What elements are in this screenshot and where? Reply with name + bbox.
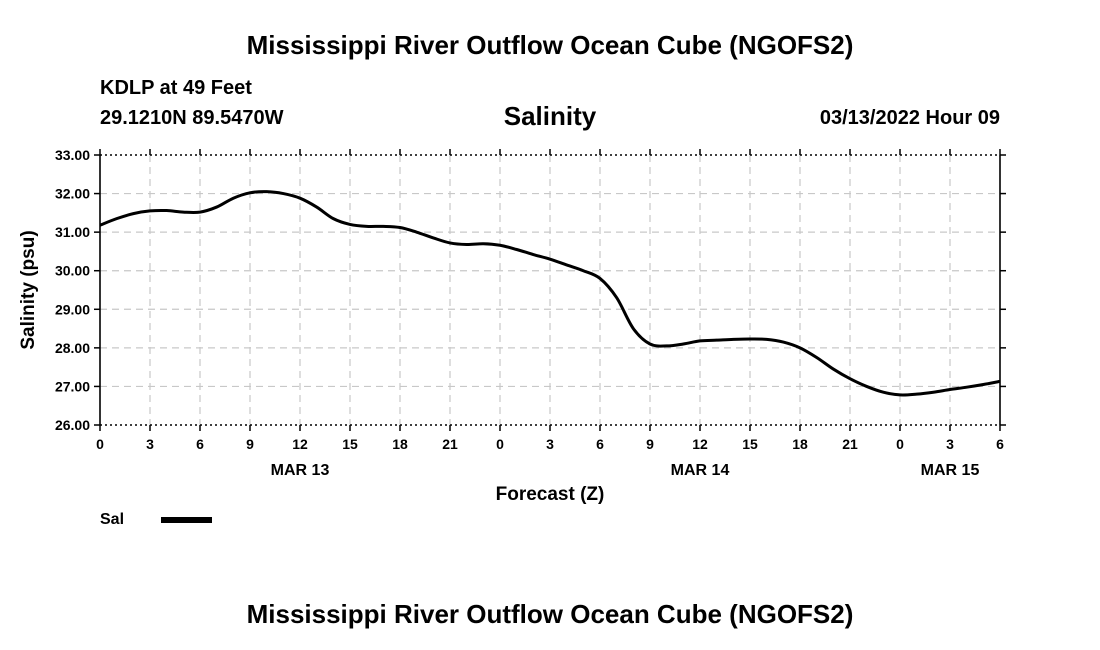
- x-tick-label: 21: [442, 436, 458, 452]
- x-tick-label: 15: [342, 436, 358, 452]
- x-tick-label: 6: [196, 436, 204, 452]
- y-tick-label: 26.00: [55, 417, 90, 433]
- day-label: MAR 14: [671, 462, 730, 479]
- x-tick-label: 18: [392, 436, 408, 452]
- legend-label: Sal: [100, 511, 125, 528]
- x-tick-label: 12: [692, 436, 708, 452]
- x-tick-label: 12: [292, 436, 308, 452]
- x-tick-label: 3: [546, 436, 554, 452]
- chart-title: Salinity: [503, 101, 597, 131]
- y-tick-label: 31.00: [55, 224, 90, 240]
- forecast-date-label: 03/13/2022 Hour 09: [819, 107, 1000, 129]
- station-label: KDLP at 49 Feet: [100, 77, 252, 99]
- y-tick-label: 32.00: [55, 186, 90, 202]
- x-tick-label: 9: [646, 436, 654, 452]
- x-tick-label: 0: [96, 436, 104, 452]
- day-label: MAR 13: [271, 462, 330, 479]
- footer-title: Mississippi River Outflow Ocean Cube (NG…: [246, 599, 854, 629]
- x-tick-label: 0: [896, 436, 904, 452]
- x-axis-title: Forecast (Z): [496, 484, 605, 505]
- day-label: MAR 15: [921, 462, 980, 479]
- x-tick-label: 9: [246, 436, 254, 452]
- x-tick-label: 6: [996, 436, 1004, 452]
- x-tick-label: 3: [146, 436, 154, 452]
- coordinates-label: 29.1210N 89.5470W: [100, 107, 284, 129]
- y-tick-label: 28.00: [55, 340, 90, 356]
- page-title: Mississippi River Outflow Ocean Cube (NG…: [246, 30, 854, 60]
- y-tick-label: 27.00: [55, 378, 90, 394]
- x-tick-label: 6: [596, 436, 604, 452]
- x-tick-label: 15: [742, 436, 758, 452]
- y-tick-label: 33.00: [55, 147, 90, 163]
- y-tick-label: 30.00: [55, 263, 90, 279]
- y-tick-label: 29.00: [55, 301, 90, 317]
- x-tick-label: 21: [842, 436, 858, 452]
- y-axis-title: Salinity (psu): [18, 230, 39, 349]
- salinity-series-line: [99, 190, 1001, 397]
- x-tick-label: 3: [946, 436, 954, 452]
- x-tick-label: 0: [496, 436, 504, 452]
- x-tick-label: 18: [792, 436, 808, 452]
